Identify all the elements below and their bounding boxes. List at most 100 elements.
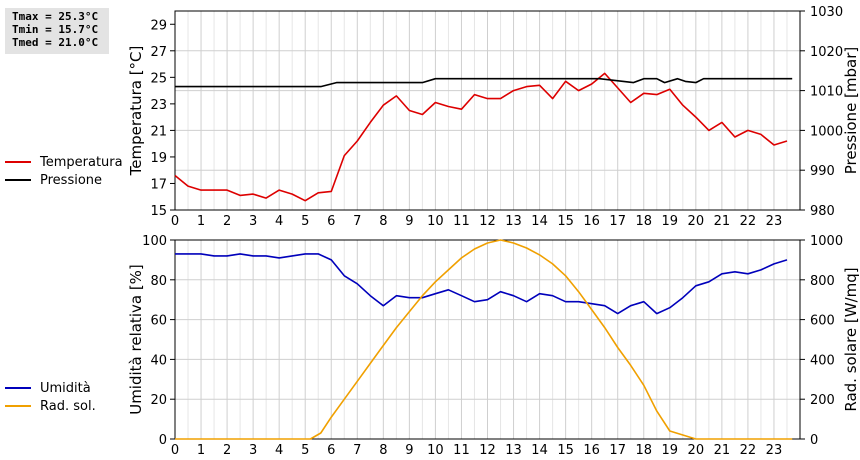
chart1-x-tick-label: 23 bbox=[766, 214, 783, 229]
chart1-y-tick-label: 27 bbox=[150, 45, 167, 60]
chart1-y-tick-label: 21 bbox=[150, 124, 167, 139]
chart1-y-tick-label: 19 bbox=[150, 151, 167, 166]
stat-tmed: Tmed = 21.0°C bbox=[12, 36, 99, 49]
legend-swatch bbox=[5, 179, 31, 181]
legend-item-pressione: Pressione bbox=[5, 171, 123, 189]
chart2-x-tick-label: 13 bbox=[505, 443, 522, 458]
chart2-y-tick-label: 0 bbox=[159, 433, 167, 448]
chart2-x-tick-label: 5 bbox=[301, 443, 309, 458]
legend-item-temperatura: Temperatura bbox=[5, 153, 123, 171]
chart1-x-tick-label: 6 bbox=[327, 214, 335, 229]
chart1-y2-tick-label: 1000 bbox=[810, 124, 843, 139]
chart1-x-tick-label: 19 bbox=[662, 214, 679, 229]
legend-item-rad-sol: Rad. sol. bbox=[5, 397, 96, 415]
chart2-series-rad-sol bbox=[175, 239, 793, 440]
chart1-series-temperatura bbox=[174, 72, 788, 202]
chart2-y2-tick-label: 1000 bbox=[810, 234, 843, 249]
chart1-y2-tick-label: 1020 bbox=[810, 45, 843, 60]
chart1-x-tick-label: 10 bbox=[427, 214, 444, 229]
chart1-y-tick-label: 25 bbox=[150, 71, 167, 86]
chart1-x-tick-label: 14 bbox=[531, 214, 548, 229]
chart1-x-tick-label: 3 bbox=[249, 214, 257, 229]
chart2-x-tick-label: 10 bbox=[427, 443, 444, 458]
chart2-x-tick-label: 15 bbox=[557, 443, 574, 458]
chart2-x-tick-label: 3 bbox=[249, 443, 257, 458]
legend-swatch bbox=[5, 387, 31, 389]
chart1-y-tick-label: 15 bbox=[150, 204, 167, 219]
chart2-y-tick-label: 100 bbox=[142, 234, 167, 249]
legend-label: Umidità bbox=[40, 380, 91, 396]
chart2-x-tick-label: 21 bbox=[714, 443, 731, 458]
chart2-y2-tick-label: 0 bbox=[810, 433, 818, 448]
chart1-y-axis-title: Temperatura [°C] bbox=[127, 46, 145, 177]
chart2-x-tick-label: 14 bbox=[531, 443, 548, 458]
chart1-series-pressione bbox=[175, 77, 793, 88]
chart1-x-tick-label: 20 bbox=[688, 214, 705, 229]
chart2-y2-tick-label: 200 bbox=[810, 393, 835, 408]
chart1-x-tick-label: 4 bbox=[275, 214, 283, 229]
chart1-y2-axis-title: Pressione [mbar] bbox=[842, 47, 860, 175]
chart2-y2-axis-title: Rad. solare [W/mq] bbox=[842, 267, 860, 411]
chart2-x-tick-label: 22 bbox=[740, 443, 757, 458]
chart2-y-tick-label: 80 bbox=[150, 274, 167, 289]
stat-tmin: Tmin = 15.7°C bbox=[12, 23, 99, 36]
chart2-x-tick-label: 12 bbox=[479, 443, 496, 458]
chart2-x-tick-label: 23 bbox=[766, 443, 783, 458]
chart2-x-tick-label: 6 bbox=[327, 443, 335, 458]
chart2-frame bbox=[174, 239, 801, 440]
stat-tmax: Tmax = 25.3°C bbox=[12, 10, 99, 23]
chart1-x-tick-label: 13 bbox=[505, 214, 522, 229]
chart1-x-tick-label: 22 bbox=[740, 214, 757, 229]
chart1-x-tick-label: 0 bbox=[171, 214, 179, 229]
stats-box: Tmax = 25.3°C Tmin = 15.7°C Tmed = 21.0°… bbox=[5, 8, 109, 54]
chart1-x-tick-label: 2 bbox=[223, 214, 231, 229]
chart1-x-tick-label: 5 bbox=[301, 214, 309, 229]
chart2-series-umidit bbox=[175, 253, 788, 315]
chart2-x-tick-label: 9 bbox=[405, 443, 413, 458]
legend-swatch bbox=[5, 405, 31, 407]
chart2-x-tick-label: 8 bbox=[379, 443, 387, 458]
chart2-x-tick-label: 18 bbox=[635, 443, 652, 458]
chart2-x-tick-label: 7 bbox=[353, 443, 361, 458]
chart1-x-tick-label: 21 bbox=[714, 214, 731, 229]
chart1-x-tick-label: 12 bbox=[479, 214, 496, 229]
chart2-x-tick-label: 2 bbox=[223, 443, 231, 458]
chart1-x-tick-label: 16 bbox=[583, 214, 600, 229]
chart1-x-tick-label: 1 bbox=[197, 214, 205, 229]
chart2-x-tick-label: 19 bbox=[662, 443, 679, 458]
legend-top: Temperatura Pressione bbox=[5, 153, 123, 189]
chart2-y-tick-label: 40 bbox=[150, 353, 167, 368]
legend-label: Temperatura bbox=[40, 154, 123, 170]
legend-bottom: Umidità Rad. sol. bbox=[5, 379, 96, 415]
chart1-x-tick-label: 18 bbox=[635, 214, 652, 229]
chart1-x-tick-label: 11 bbox=[453, 214, 470, 229]
legend-swatch bbox=[5, 161, 31, 163]
legend-item-umidita: Umidità bbox=[5, 379, 96, 397]
chart2-x-tick-label: 4 bbox=[275, 443, 283, 458]
chart1-y-tick-label: 23 bbox=[150, 98, 167, 113]
legend-label: Pressione bbox=[40, 172, 103, 188]
chart2-y2-tick-label: 800 bbox=[810, 274, 835, 289]
chart2-x-tick-label: 0 bbox=[171, 443, 179, 458]
chart2-x-tick-label: 20 bbox=[688, 443, 705, 458]
legend-label: Rad. sol. bbox=[40, 398, 96, 414]
chart2-y2-tick-label: 400 bbox=[810, 353, 835, 368]
chart1-x-tick-label: 7 bbox=[353, 214, 361, 229]
chart2-y-axis-title: Umidità relativa [%] bbox=[127, 264, 145, 415]
chart1-y-tick-label: 29 bbox=[150, 18, 167, 33]
chart1-y2-tick-label: 980 bbox=[810, 204, 835, 219]
chart2-x-tick-label: 11 bbox=[453, 443, 470, 458]
chart1-y2-tick-label: 1010 bbox=[810, 85, 843, 100]
chart2-x-tick-label: 16 bbox=[583, 443, 600, 458]
chart1-x-tick-label: 17 bbox=[609, 214, 626, 229]
chart1-x-tick-label: 15 bbox=[557, 214, 574, 229]
chart2-y2-tick-label: 600 bbox=[810, 314, 835, 329]
chart1-y-tick-label: 17 bbox=[150, 177, 167, 192]
chart2-x-tick-label: 1 bbox=[197, 443, 205, 458]
chart2-y-tick-label: 20 bbox=[150, 393, 167, 408]
chart1-x-tick-label: 9 bbox=[405, 214, 413, 229]
chart2-x-tick-label: 17 bbox=[609, 443, 626, 458]
chart1-frame bbox=[174, 10, 801, 211]
chart1-y2-tick-label: 990 bbox=[810, 164, 835, 179]
